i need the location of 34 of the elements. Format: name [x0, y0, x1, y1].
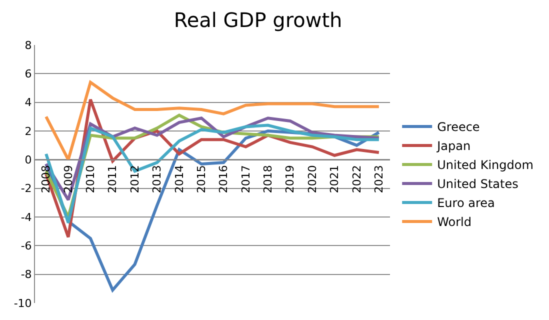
y-tick-label: -10: [14, 296, 32, 310]
x-tick-label: 2019: [284, 165, 297, 194]
x-tick-label: 2016: [217, 165, 230, 194]
x-tick-label: 2008: [40, 165, 53, 194]
x-tick-label: 2017: [239, 165, 252, 194]
legend-label: Euro area: [437, 196, 495, 210]
x-tick-label: 2022: [350, 165, 364, 194]
x-tick-label: 2014: [172, 165, 186, 194]
y-tick-label: 4: [24, 96, 32, 110]
x-tick-label: 2009: [62, 165, 75, 194]
x-tick-label: 2010: [84, 165, 98, 194]
x-tick-label: 2011: [106, 165, 120, 194]
y-tick-label: -4: [20, 210, 32, 224]
y-tick-label: 8: [24, 38, 32, 52]
legend-label: Greece: [437, 120, 480, 134]
legend-label: World: [437, 215, 472, 230]
line-series: [44, 80, 380, 162]
x-tick-label: 2021: [328, 165, 342, 194]
legend-label: United States: [437, 177, 518, 192]
x-tick-label: 2013: [150, 165, 164, 194]
y-tick-label: -8: [20, 268, 32, 282]
y-tick-label: 2: [24, 124, 32, 138]
x-tick-label: 2015: [194, 165, 208, 194]
y-tick-label: -6: [20, 240, 32, 253]
legend-label: United Kingdom: [437, 158, 534, 172]
y-tick-label: 6: [24, 68, 32, 81]
x-tick-label: 2012: [128, 165, 142, 194]
x-tick-label: 2023: [372, 165, 386, 194]
x-tick-label: 2020: [306, 165, 319, 194]
y-tick-label: 0: [24, 154, 32, 167]
y-tick-label: -2: [20, 182, 32, 196]
chart-title: Real GDP growth: [174, 8, 342, 32]
x-tick-label: 2018: [262, 165, 275, 194]
legend-label: Japan: [436, 139, 471, 154]
